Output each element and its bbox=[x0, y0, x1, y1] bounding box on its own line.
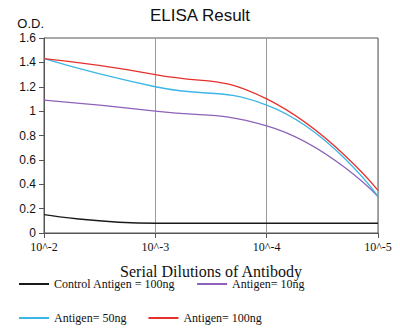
svg-text:0.4: 0.4 bbox=[19, 177, 36, 191]
svg-text:0.8: 0.8 bbox=[19, 129, 36, 143]
svg-text:Antigen= 10ng: Antigen= 10ng bbox=[232, 277, 304, 291]
svg-text:Control Antigen = 100ng: Control Antigen = 100ng bbox=[54, 277, 174, 291]
svg-text:10^-2: 10^-2 bbox=[30, 240, 58, 254]
svg-text:Serial Dilutions of Antibody: Serial Dilutions of Antibody bbox=[120, 262, 302, 280]
svg-text:0: 0 bbox=[29, 226, 36, 240]
svg-text:10^-5: 10^-5 bbox=[364, 240, 392, 254]
svg-text:1.2: 1.2 bbox=[19, 80, 36, 94]
svg-text:1.6: 1.6 bbox=[19, 31, 36, 45]
svg-text:Antigen= 50ng: Antigen= 50ng bbox=[54, 311, 126, 325]
svg-text:0.2: 0.2 bbox=[19, 202, 36, 216]
svg-text:ELISA Result: ELISA Result bbox=[150, 6, 250, 25]
svg-text:Antigen= 100ng: Antigen= 100ng bbox=[183, 311, 261, 325]
svg-text:1: 1 bbox=[29, 104, 36, 118]
svg-text:0.6: 0.6 bbox=[19, 153, 36, 167]
svg-text:10^-3: 10^-3 bbox=[142, 240, 170, 254]
svg-text:1.4: 1.4 bbox=[19, 55, 36, 69]
svg-text:O.D.: O.D. bbox=[17, 16, 44, 31]
svg-text:10^-4: 10^-4 bbox=[253, 240, 281, 254]
